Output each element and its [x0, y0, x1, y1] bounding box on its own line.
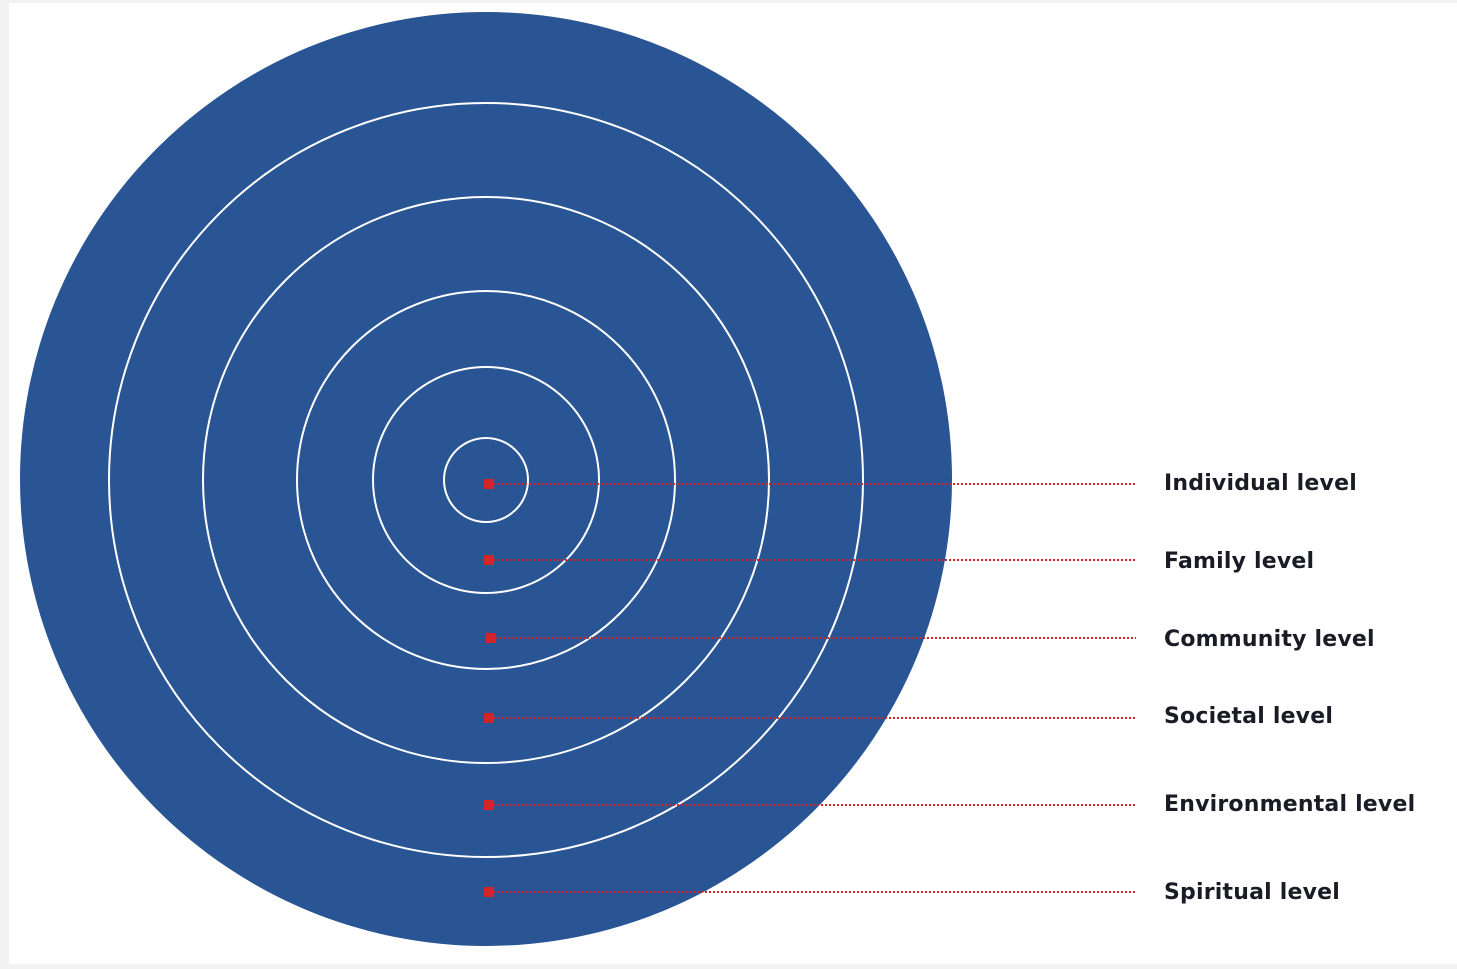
ring-individual	[443, 437, 529, 523]
label-spiritual-level: Spiritual level	[1164, 880, 1340, 905]
label-individual-level: Individual level	[1164, 471, 1357, 496]
ring-family	[372, 366, 600, 594]
label-family-level: Family level	[1164, 549, 1314, 574]
marker-individual	[484, 479, 494, 489]
label-environmental-level: Environmental level	[1164, 792, 1415, 817]
marker-environmental	[484, 800, 494, 810]
marker-societal	[484, 713, 494, 723]
label-community-level: Community level	[1164, 627, 1375, 652]
ring-societal	[202, 196, 770, 764]
label-societal-level: Societal level	[1164, 704, 1333, 729]
marker-spiritual	[484, 887, 494, 897]
marker-community	[486, 633, 496, 643]
ring-community	[296, 290, 676, 670]
marker-family	[484, 555, 494, 565]
ring-environmental	[108, 102, 864, 858]
